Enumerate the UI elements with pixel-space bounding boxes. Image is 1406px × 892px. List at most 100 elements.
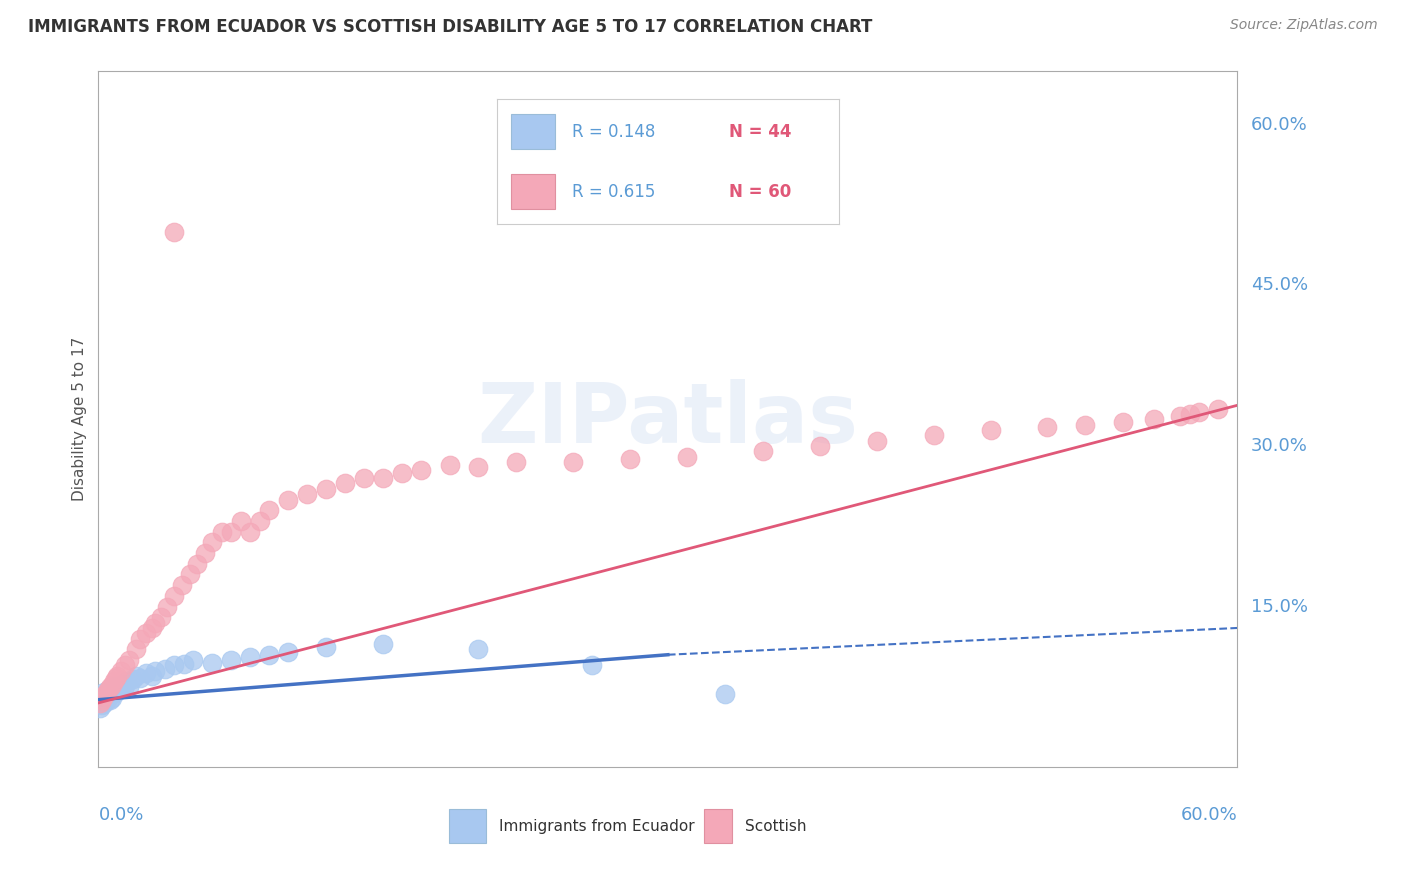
Point [249, 514, 271, 528]
Point [1074, 417, 1097, 432]
Text: IMMIGRANTS FROM ECUADOR VS SCOTTISH DISABILITY AGE 5 TO 17 CORRELATION CHART: IMMIGRANTS FROM ECUADOR VS SCOTTISH DISA… [28, 18, 873, 36]
Point [129, 671, 152, 685]
Point [439, 458, 461, 473]
Point [97, 683, 120, 698]
Point [170, 578, 193, 592]
Point [239, 524, 262, 539]
Text: 30.0%: 30.0% [1251, 437, 1308, 455]
Point [229, 514, 252, 528]
Point [186, 557, 208, 571]
Point [1188, 405, 1211, 419]
Text: 0.0%: 0.0% [98, 806, 143, 824]
Text: 15.0%: 15.0% [1251, 598, 1308, 615]
Point [371, 471, 394, 485]
Point [239, 649, 262, 664]
Point [107, 683, 129, 698]
Text: 60.0%: 60.0% [1251, 116, 1308, 134]
Point [221, 524, 243, 539]
Point [110, 681, 132, 696]
Point [315, 640, 337, 655]
Point [91, 690, 114, 705]
Point [353, 471, 375, 485]
Point [141, 669, 163, 683]
Point [145, 615, 167, 630]
Point [467, 642, 489, 657]
Point [1208, 401, 1230, 416]
Point [371, 637, 394, 651]
Point [163, 225, 186, 239]
Point [93, 690, 115, 704]
Point [107, 669, 129, 683]
Point [335, 476, 357, 491]
Point [297, 487, 319, 501]
Text: Source: ZipAtlas.com: Source: ZipAtlas.com [1230, 18, 1378, 32]
Point [173, 657, 195, 672]
Point [277, 492, 299, 507]
Point [201, 535, 224, 549]
Point [505, 455, 527, 469]
Point [114, 658, 136, 673]
Point [163, 589, 186, 603]
Point [1178, 407, 1201, 421]
Point [97, 690, 120, 705]
Point [179, 567, 201, 582]
Y-axis label: Disability Age 5 to 17: Disability Age 5 to 17 [72, 337, 87, 501]
Point [89, 696, 111, 710]
Point [110, 664, 132, 678]
Point [752, 444, 775, 458]
Point [135, 626, 157, 640]
Point [94, 686, 117, 700]
Point [108, 680, 131, 694]
Point [93, 696, 115, 710]
Text: ZIPatlas: ZIPatlas [478, 379, 858, 459]
Point [98, 680, 121, 694]
Point [94, 694, 117, 708]
Point [115, 674, 138, 689]
Point [100, 690, 122, 705]
Point [156, 599, 179, 614]
Point [112, 676, 135, 690]
Point [98, 685, 121, 699]
Point [979, 423, 1001, 437]
Point [391, 466, 413, 480]
Point [163, 658, 186, 673]
Point [103, 674, 125, 689]
Point [714, 687, 737, 701]
Point [118, 653, 141, 667]
Point [129, 632, 152, 646]
Point [104, 671, 127, 685]
Point [277, 644, 299, 658]
Point [221, 653, 243, 667]
Point [1036, 419, 1059, 434]
Point [1143, 412, 1166, 426]
Point [201, 657, 224, 671]
Point [411, 462, 433, 476]
Point [1112, 416, 1135, 430]
Point [103, 680, 125, 694]
Point [153, 662, 176, 676]
Point [866, 434, 889, 448]
Point [125, 642, 148, 657]
Point [100, 687, 122, 701]
Point [922, 428, 945, 442]
Point [98, 692, 121, 706]
Point [1170, 409, 1192, 423]
Point [211, 524, 233, 539]
Point [125, 669, 148, 683]
Point [97, 683, 120, 698]
Point [94, 687, 117, 701]
Point [259, 648, 281, 662]
Point [145, 664, 167, 678]
Point [103, 683, 125, 698]
Point [100, 678, 122, 692]
Point [104, 685, 127, 699]
Text: 60.0%: 60.0% [1181, 806, 1237, 824]
Point [114, 679, 136, 693]
Point [562, 455, 585, 469]
Point [808, 439, 831, 453]
Point [150, 610, 173, 624]
Text: 45.0%: 45.0% [1251, 277, 1309, 294]
Point [259, 503, 281, 517]
Point [676, 450, 699, 464]
Point [135, 665, 157, 680]
